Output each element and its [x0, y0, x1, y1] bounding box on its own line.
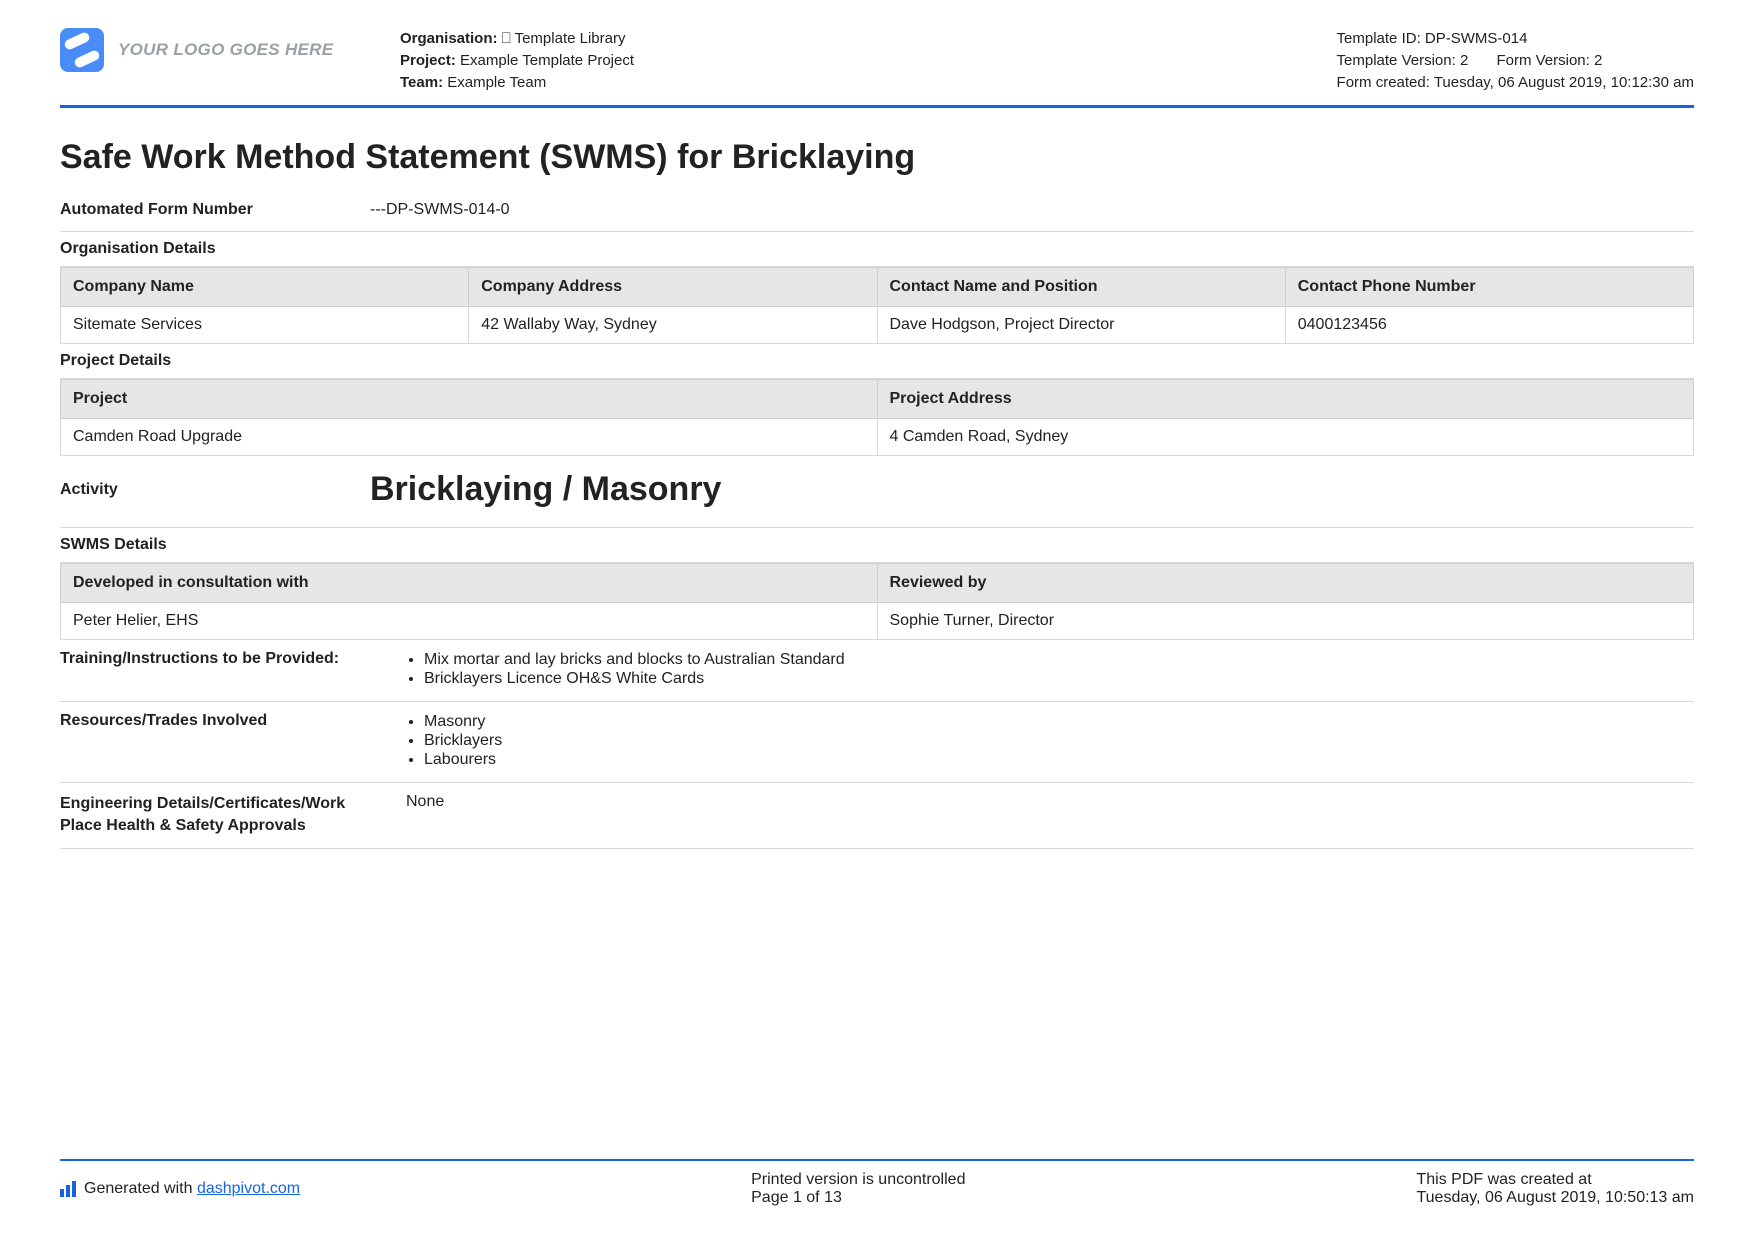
- table-row: Camden Road Upgrade 4 Camden Road, Sydne…: [61, 419, 1694, 456]
- dashpivot-icon: [60, 1181, 76, 1197]
- list-item: Bricklayers: [424, 732, 1694, 750]
- table-header-row: Project Project Address: [61, 380, 1694, 419]
- logo-placeholder-text: YOUR LOGO GOES HERE: [118, 40, 333, 60]
- form-version-value: 2: [1594, 52, 1602, 69]
- form-number-row: Automated Form Number ---DP-SWMS-014-0: [60, 191, 1694, 232]
- footer-generated: Generated with dashpivot.com: [60, 1171, 300, 1207]
- form-created-value: Tuesday, 06 August 2019, 10:12:30 am: [1434, 74, 1694, 91]
- logo-block: YOUR LOGO GOES HERE: [60, 28, 360, 72]
- team-key: Team:: [400, 74, 443, 91]
- footer-right: This PDF was created at Tuesday, 06 Augu…: [1416, 1171, 1694, 1207]
- footer-gen-prefix: Generated with: [84, 1180, 197, 1197]
- developed-with-cell: Peter Helier, EHS: [61, 603, 878, 640]
- footer-page: Page 1 of 13: [751, 1189, 965, 1207]
- template-id-value: DP-SWMS-014: [1425, 30, 1528, 47]
- training-value: Mix mortar and lay bricks and blocks to …: [370, 650, 1694, 689]
- training-list: Mix mortar and lay bricks and blocks to …: [370, 651, 1694, 688]
- company-logo-icon: [60, 28, 104, 72]
- org-key: Organisation:: [400, 30, 498, 47]
- resources-label: Resources/Trades Involved: [60, 712, 370, 770]
- engineering-label: Engineering Details/Certificates/Work Pl…: [60, 793, 370, 836]
- project-details-heading: Project Details: [60, 344, 1694, 379]
- project-key: Project:: [400, 52, 456, 69]
- activity-value: Bricklaying / Masonry: [370, 470, 721, 509]
- page-header: YOUR LOGO GOES HERE Organisation: ⎕ Temp…: [60, 28, 1694, 108]
- swms-details-table: Developed in consultation with Reviewed …: [60, 563, 1694, 640]
- header-meta-left: Organisation: ⎕ Template Library Project…: [400, 28, 634, 93]
- org-value: ⎕ Template Library: [502, 30, 626, 47]
- activity-label: Activity: [60, 481, 370, 499]
- engineering-value: None: [370, 793, 1694, 836]
- col-project-address: Project Address: [877, 380, 1694, 419]
- page-footer: Generated with dashpivot.com Printed ver…: [60, 1159, 1694, 1207]
- engineering-row: Engineering Details/Certificates/Work Pl…: [60, 783, 1694, 849]
- table-row: Sitemate Services 42 Wallaby Way, Sydney…: [61, 307, 1694, 344]
- project-details-table: Project Project Address Camden Road Upgr…: [60, 379, 1694, 456]
- resources-row: Resources/Trades Involved Masonry Brickl…: [60, 702, 1694, 783]
- col-company-name: Company Name: [61, 268, 469, 307]
- form-created-key: Form created:: [1337, 74, 1430, 91]
- resources-value: Masonry Bricklayers Labourers: [370, 712, 1694, 770]
- form-version-key: Form Version:: [1496, 52, 1589, 69]
- table-row: Peter Helier, EHS Sophie Turner, Directo…: [61, 603, 1694, 640]
- table-header-row: Company Name Company Address Contact Nam…: [61, 268, 1694, 307]
- company-name-cell: Sitemate Services: [61, 307, 469, 344]
- template-id-key: Template ID:: [1337, 30, 1421, 47]
- project-value: Example Template Project: [460, 52, 634, 69]
- project-address-cell: 4 Camden Road, Sydney: [877, 419, 1694, 456]
- form-number-value: ---DP-SWMS-014-0: [370, 201, 1694, 219]
- col-contact-name: Contact Name and Position: [877, 268, 1285, 307]
- contact-name-cell: Dave Hodgson, Project Director: [877, 307, 1285, 344]
- company-address-cell: 42 Wallaby Way, Sydney: [469, 307, 877, 344]
- list-item: Labourers: [424, 751, 1694, 769]
- footer-uncontrolled: Printed version is uncontrolled: [751, 1171, 965, 1189]
- footer-created-label: This PDF was created at: [1416, 1171, 1694, 1189]
- list-item: Bricklayers Licence OH&S White Cards: [424, 670, 1694, 688]
- org-details-table: Company Name Company Address Contact Nam…: [60, 267, 1694, 344]
- template-version-value: 2: [1460, 52, 1468, 69]
- resources-list: Masonry Bricklayers Labourers: [370, 713, 1694, 769]
- training-row: Training/Instructions to be Provided: Mi…: [60, 640, 1694, 702]
- org-details-heading: Organisation Details: [60, 232, 1694, 267]
- col-contact-phone: Contact Phone Number: [1285, 268, 1693, 307]
- project-name-cell: Camden Road Upgrade: [61, 419, 878, 456]
- reviewed-by-cell: Sophie Turner, Director: [877, 603, 1694, 640]
- activity-row: Activity Bricklaying / Masonry: [60, 456, 1694, 528]
- col-developed-with: Developed in consultation with: [61, 564, 878, 603]
- page-title: Safe Work Method Statement (SWMS) for Br…: [60, 138, 1694, 177]
- col-project: Project: [61, 380, 878, 419]
- form-number-label: Automated Form Number: [60, 201, 370, 219]
- template-version-key: Template Version:: [1337, 52, 1456, 69]
- table-header-row: Developed in consultation with Reviewed …: [61, 564, 1694, 603]
- header-meta-right: Template ID: DP-SWMS-014 Template Versio…: [1337, 28, 1694, 93]
- list-item: Masonry: [424, 713, 1694, 731]
- swms-details-heading: SWMS Details: [60, 528, 1694, 563]
- team-value: Example Team: [447, 74, 546, 91]
- footer-center: Printed version is uncontrolled Page 1 o…: [751, 1171, 965, 1207]
- list-item: Mix mortar and lay bricks and blocks to …: [424, 651, 1694, 669]
- dashpivot-link[interactable]: dashpivot.com: [197, 1180, 300, 1197]
- contact-phone-cell: 0400123456: [1285, 307, 1693, 344]
- col-company-address: Company Address: [469, 268, 877, 307]
- training-label: Training/Instructions to be Provided:: [60, 650, 370, 689]
- footer-created-date: Tuesday, 06 August 2019, 10:50:13 am: [1416, 1189, 1694, 1207]
- col-reviewed-by: Reviewed by: [877, 564, 1694, 603]
